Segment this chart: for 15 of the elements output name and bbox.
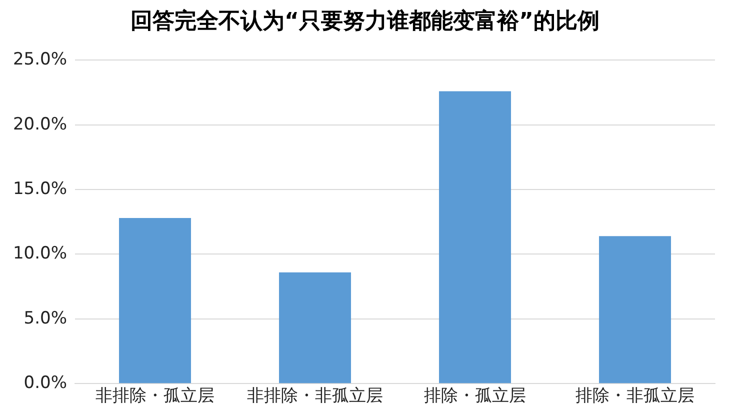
bar xyxy=(439,91,511,384)
x-tick-label: 排除・孤立层 xyxy=(424,386,526,406)
bar xyxy=(599,236,671,384)
bar xyxy=(279,272,352,384)
y-tick-label: 10.0% xyxy=(12,244,68,264)
bar xyxy=(119,218,192,384)
x-tick-label: 非排除・非孤立层 xyxy=(247,386,384,406)
chart-title: 回答完全不认为“只要努力谁都能变富裕”的比例 xyxy=(130,8,600,36)
y-tick-label: 20.0% xyxy=(12,114,68,134)
x-tick-label: 排除・非孤立层 xyxy=(576,386,694,406)
y-tick-label: 0.0% xyxy=(24,373,68,394)
y-tick-label: 15.0% xyxy=(12,178,68,199)
x-tick-label: 非排除・孤立层 xyxy=(96,386,215,406)
y-tick-label: 5.0% xyxy=(24,308,68,328)
y-tick-label: 25.0% xyxy=(12,50,68,70)
